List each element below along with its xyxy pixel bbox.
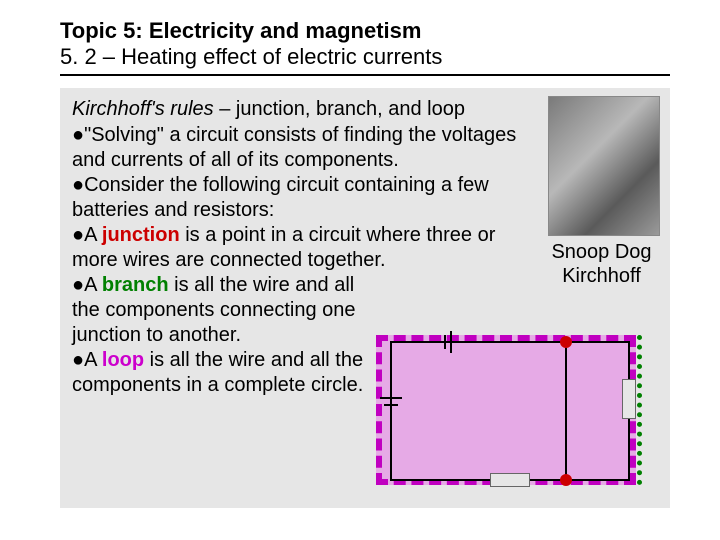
bullet-icon: ●: [72, 174, 84, 196]
bullet-4: ●A branch is all the wire and all the co…: [72, 273, 372, 348]
bullet-icon: ●: [72, 124, 84, 146]
term-junction: junction: [102, 224, 180, 246]
bullet-1: ●"Solving" a circuit consists of finding…: [72, 123, 532, 173]
bullet-3: ●A junction is a point in a circuit wher…: [72, 223, 532, 273]
battery-icon: [450, 331, 452, 353]
heading-rest: – junction, branch, and loop: [214, 98, 465, 120]
wire-left: [390, 341, 392, 481]
title-block: Topic 5: Electricity and magnetism 5. 2 …: [60, 18, 670, 76]
wire-middle: [565, 341, 567, 481]
caption-line2: Kirchhoff: [562, 265, 641, 287]
term-branch: branch: [102, 274, 169, 296]
battery-icon: [380, 397, 402, 399]
battery-icon: [384, 404, 398, 406]
topic-subtitle: 5. 2 – Heating effect of electric curren…: [60, 44, 670, 70]
wire-top: [390, 341, 630, 343]
resistor-icon: [490, 473, 530, 487]
bullet-icon: ●: [72, 349, 84, 371]
slide: Topic 5: Electricity and magnetism 5. 2 …: [0, 0, 720, 528]
photo-caption: Snoop Dog Kirchhoff: [539, 240, 664, 288]
bullet-icon: ●: [72, 224, 84, 246]
bullet-5: ●A loop is all the wire and all the comp…: [72, 348, 372, 398]
heading-italic: Kirchhoff's rules: [72, 98, 214, 120]
junction-node: [560, 474, 572, 486]
portrait-photo: [548, 96, 660, 236]
topic-title: Topic 5: Electricity and magnetism: [60, 18, 670, 44]
bullet-5-pre: A: [84, 349, 102, 371]
term-loop: loop: [102, 349, 144, 371]
resistor-icon: [622, 379, 636, 419]
junction-node: [560, 336, 572, 348]
bullet-3-pre: A: [84, 224, 102, 246]
left-column: ●"Solving" a circuit consists of finding…: [72, 123, 532, 273]
bullet-4-pre: A: [84, 274, 102, 296]
content-box: Kirchhoff's rules – junction, branch, an…: [60, 88, 670, 508]
loop-highlight: [376, 335, 636, 485]
bullet-icon: ●: [72, 274, 84, 296]
battery-icon: [444, 335, 446, 349]
circuit-diagram: [370, 329, 650, 494]
narrow-column: ●A branch is all the wire and all the co…: [72, 273, 372, 398]
caption-line1: Snoop Dog: [551, 241, 651, 263]
bullet-2: ●Consider the following circuit containi…: [72, 173, 532, 223]
bullet-1-text: "Solving" a circuit consists of finding …: [72, 124, 516, 171]
bullet-2-text: Consider the following circuit containin…: [72, 174, 489, 221]
